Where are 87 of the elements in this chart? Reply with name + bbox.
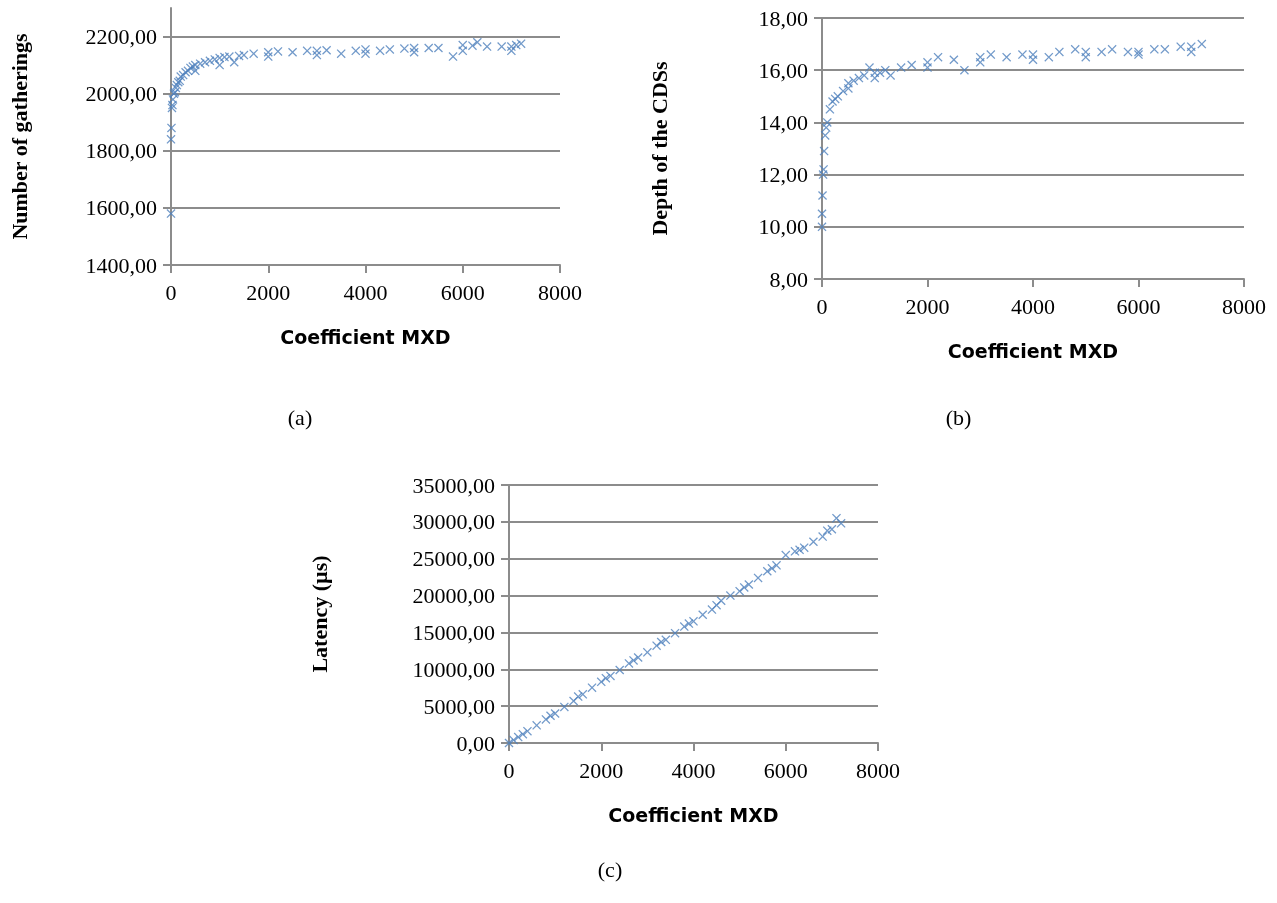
x-tick-label: 2000 [905,293,950,319]
point [896,63,906,73]
y-tick-label: 35000,00 [412,472,495,498]
point [509,735,519,745]
x-tick-label: 4000 [343,279,388,305]
x-tick-label: 8000 [856,757,900,783]
y-tick-label: 2200,00 [85,24,157,50]
point [959,65,969,75]
point [907,60,917,70]
y-tick-label: 25000,00 [412,546,495,572]
text: (a) [287,404,313,430]
point [1070,44,1080,54]
x-tick-label: 2000 [579,757,624,783]
point [573,692,583,702]
y-tick-label: 16,00 [758,57,808,83]
y-tick-label: 20000,00 [412,583,495,609]
x-tick-label: 4000 [1011,293,1055,319]
x-tick-label: 6000 [1116,293,1161,319]
y-tick-label: 10,00 [758,214,808,240]
point [818,170,828,180]
y-tick-label: 1400,00 [85,252,157,278]
point [546,711,556,721]
point [1097,47,1107,57]
y-axis-title: Number of gatherings [6,33,32,240]
x-tick-label: 2000 [246,279,291,305]
point [825,104,835,114]
point [656,637,666,647]
y-tick-label: 14,00 [758,109,808,135]
y-axis-title: Latency (µs) [306,555,332,673]
point [1054,47,1064,57]
point [559,702,569,712]
point [513,732,523,742]
y-tick-label: 18,00 [758,5,808,31]
point [1081,52,1091,62]
point [975,57,985,67]
point [820,130,830,140]
x-tick-label: 6000 [440,279,485,305]
point [1107,44,1117,54]
x-tick-label: 0 [816,293,828,319]
point [670,628,680,638]
point [949,55,959,65]
x-axis-title: Coefficient MXD [280,325,451,348]
point [822,117,832,127]
point [1002,52,1012,62]
y-tick-label: 15000,00 [412,619,495,645]
point [859,70,869,80]
point [767,563,777,573]
point [817,209,827,219]
point [843,83,853,93]
point [1197,39,1207,49]
y-tick-label: 5000,00 [423,693,495,719]
x-tick-label: 0 [503,757,515,783]
point [739,582,749,592]
point [923,57,932,67]
y-tick-label: 0,00 [456,730,495,756]
point [836,518,846,528]
x-tick-label: 4000 [671,757,716,783]
y-tick-label: 2000,00 [85,81,157,107]
x-tick-label: 8000 [1222,293,1266,319]
point [808,537,818,547]
y-tick-label: 1800,00 [85,138,157,164]
x-axis-title: Coefficient MXD [947,339,1119,362]
point [1160,44,1170,54]
point [1028,55,1038,65]
y-tick-label: 10000,00 [412,656,495,682]
point [684,619,694,629]
x-axis-title: Coefficient MXD [608,803,779,826]
x-tick-label: 8000 [538,279,582,305]
point [1186,47,1196,57]
point [587,683,597,693]
point [624,658,634,668]
point [986,50,996,60]
point [615,665,625,675]
y-tick-label: 30000,00 [412,509,495,535]
point [712,600,722,610]
point [795,545,805,555]
x-tick-label: 6000 [763,757,808,783]
y-axis-title: Depth of the CDSs [646,60,672,236]
point [817,222,827,232]
point [870,73,880,83]
text: (c) [597,856,623,882]
point [781,550,791,560]
x-tick-label: 0 [165,279,177,305]
y-tick-label: 1600,00 [85,195,157,221]
text: (b) [945,404,972,430]
y-tick-label: 12,00 [758,162,808,188]
y-tick-label: 8,00 [769,266,808,292]
